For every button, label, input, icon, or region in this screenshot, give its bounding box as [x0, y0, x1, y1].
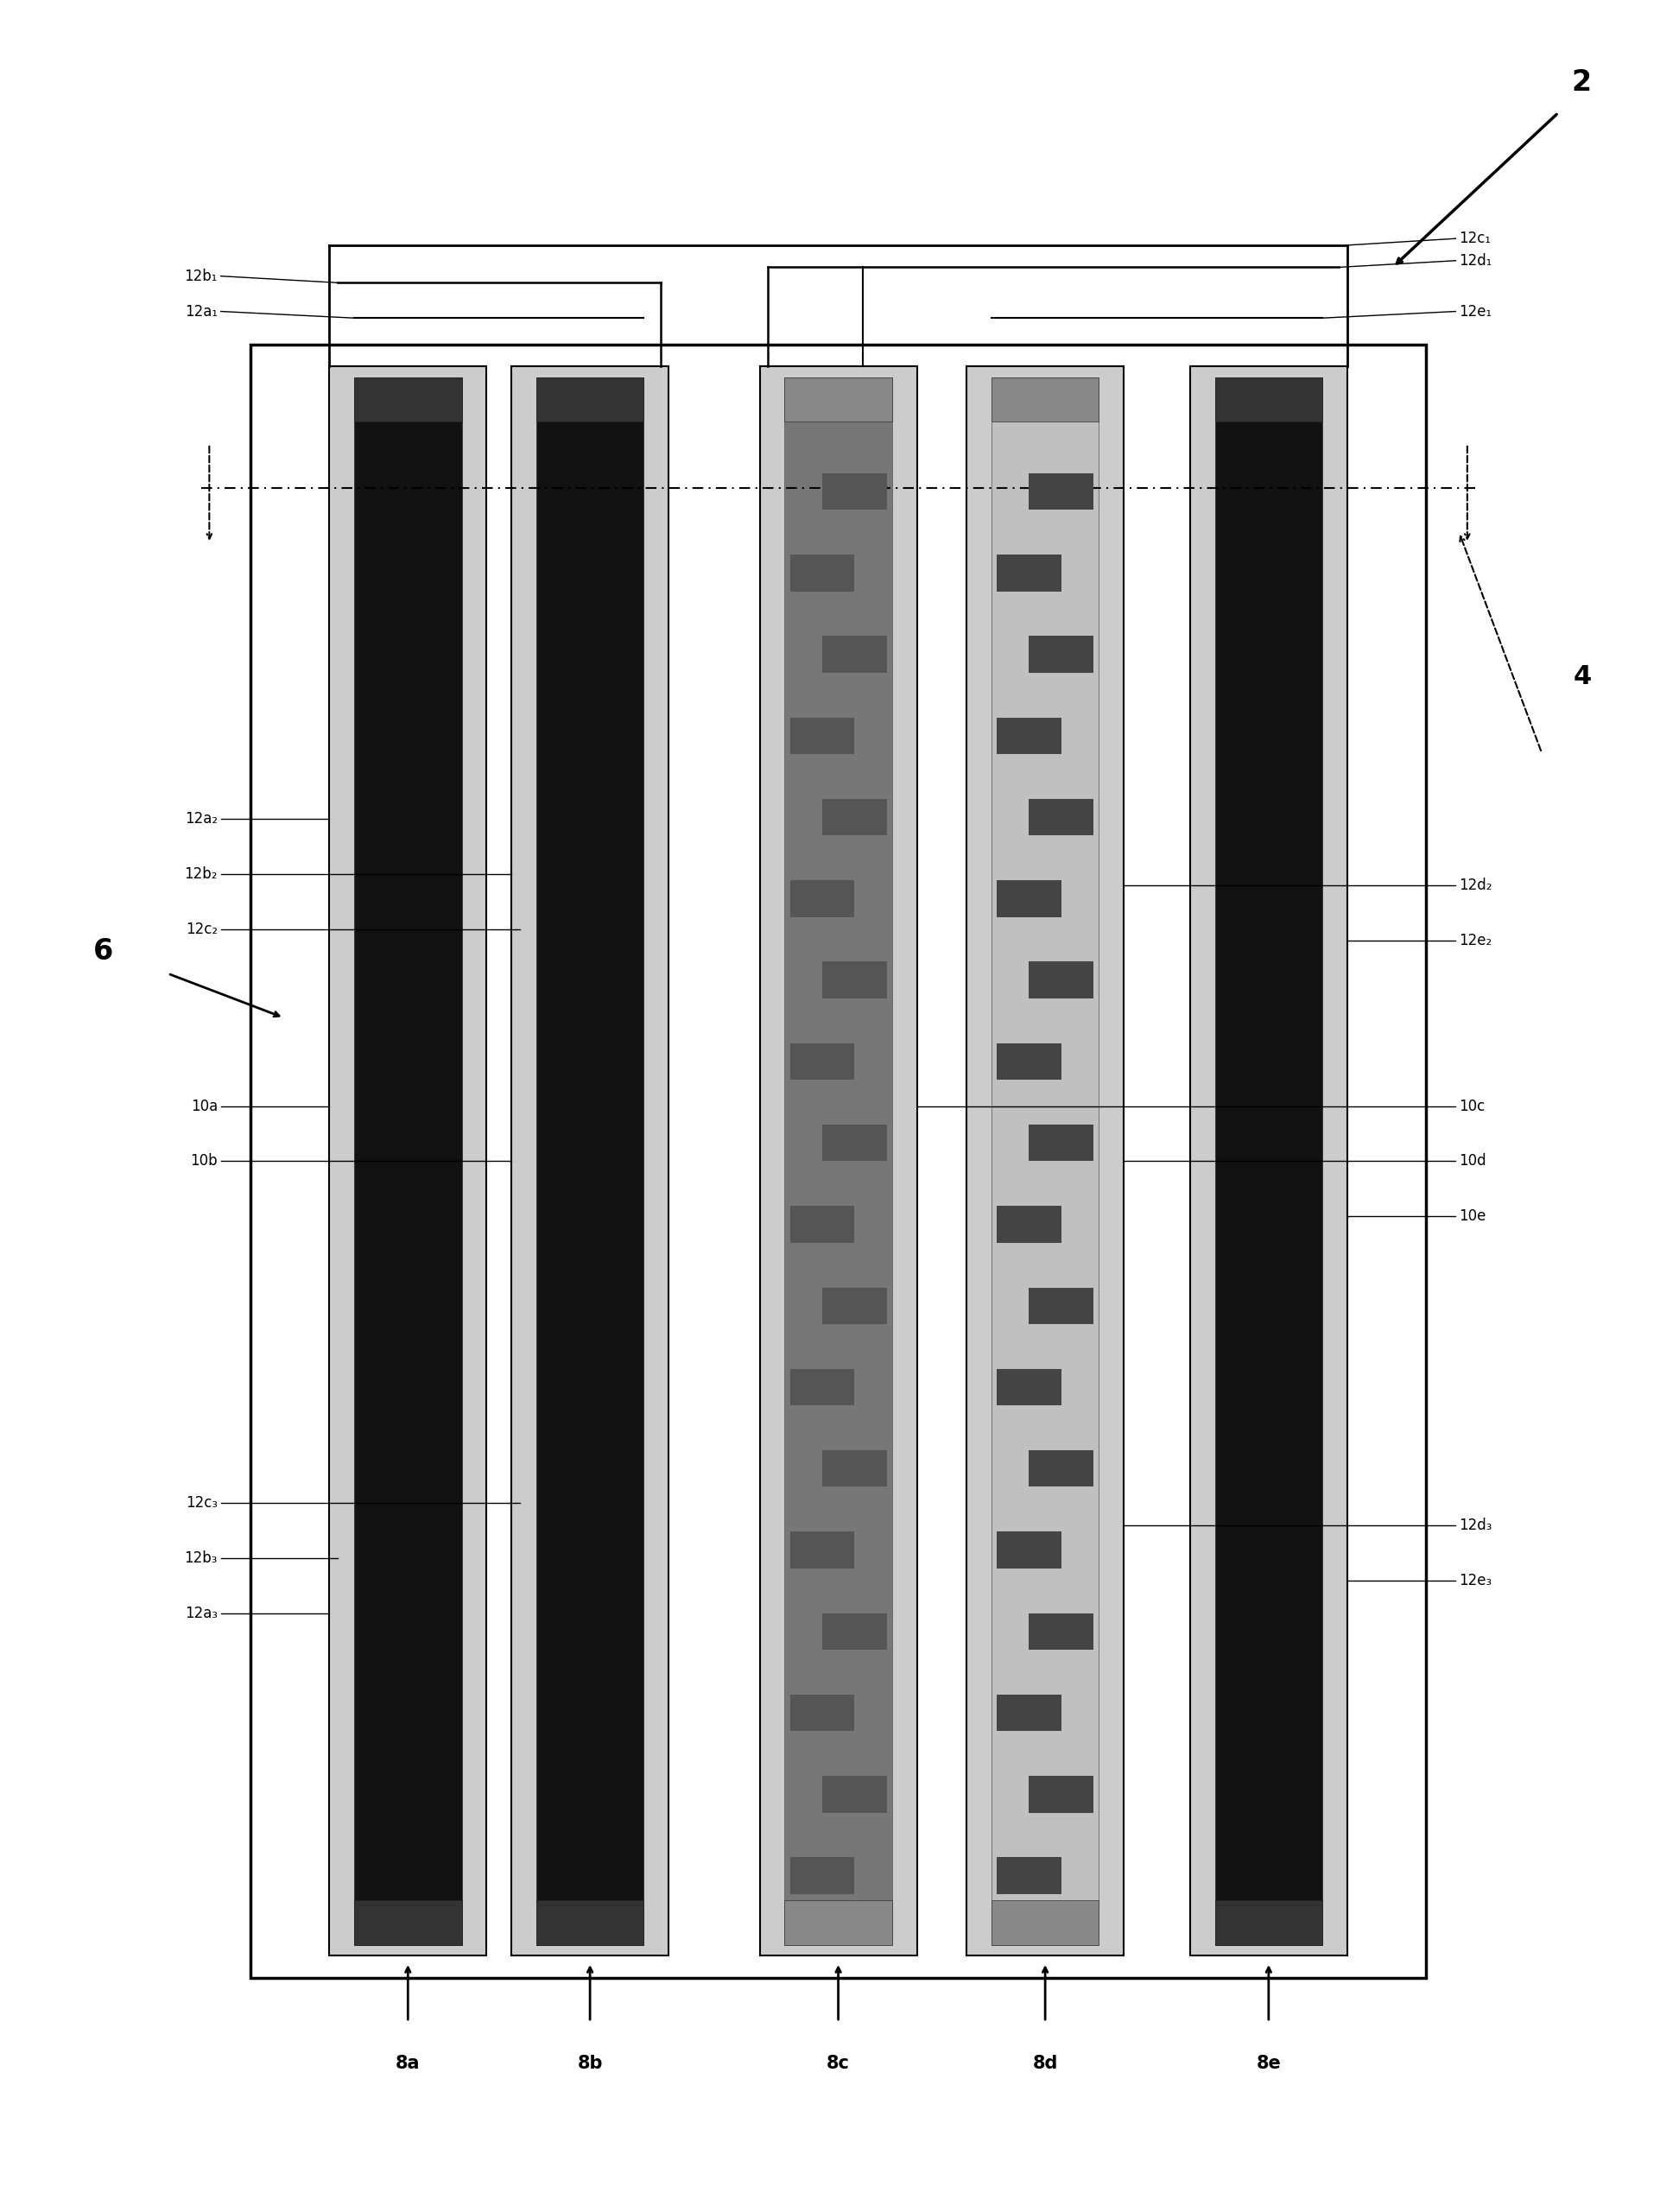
Bar — [822, 1613, 886, 1650]
Text: 10b: 10b — [191, 1152, 217, 1168]
Text: 4: 4 — [1574, 664, 1592, 690]
Bar — [1029, 1776, 1094, 1812]
Bar — [822, 1124, 886, 1161]
Bar — [536, 378, 644, 1944]
Text: 12b₁: 12b₁ — [184, 268, 217, 283]
Bar — [996, 555, 1061, 591]
Text: 10a: 10a — [191, 1097, 217, 1115]
Text: 12e₂: 12e₂ — [1459, 933, 1492, 949]
Text: 12a₂: 12a₂ — [184, 812, 217, 827]
Bar — [1029, 1613, 1094, 1650]
Bar — [996, 1044, 1061, 1079]
Bar — [966, 367, 1124, 1955]
Text: 10e: 10e — [1459, 1208, 1486, 1223]
Text: 12a₁: 12a₁ — [184, 303, 217, 319]
Text: 8d: 8d — [1033, 2055, 1057, 2073]
Text: 12d₂: 12d₂ — [1459, 878, 1492, 894]
Text: 8c: 8c — [827, 2055, 850, 2073]
Bar — [822, 1451, 886, 1486]
Bar — [785, 378, 891, 422]
Text: 8a: 8a — [395, 2055, 420, 2073]
Bar — [991, 1900, 1099, 1944]
Text: 12d₃: 12d₃ — [1459, 1517, 1492, 1533]
Text: 12c₁: 12c₁ — [1459, 230, 1491, 246]
Bar — [354, 1900, 461, 1944]
Bar — [790, 1531, 855, 1568]
Text: 12c₃: 12c₃ — [186, 1495, 217, 1511]
Bar — [1215, 378, 1323, 422]
Bar — [996, 717, 1061, 754]
Bar — [1029, 1287, 1094, 1325]
Bar — [1029, 473, 1094, 509]
Bar — [822, 962, 886, 998]
Bar — [536, 1900, 644, 1944]
Bar — [822, 473, 886, 509]
Bar — [996, 1369, 1061, 1405]
Bar — [790, 1694, 855, 1732]
Bar — [1029, 799, 1094, 836]
Bar — [822, 799, 886, 836]
Bar — [790, 1369, 855, 1405]
Bar — [1190, 367, 1348, 1955]
Bar — [996, 1531, 1061, 1568]
Bar — [790, 1206, 855, 1243]
Bar — [511, 367, 669, 1955]
Bar — [785, 378, 891, 1944]
Bar — [991, 378, 1099, 1944]
Bar — [354, 378, 461, 1944]
Bar — [991, 378, 1099, 422]
Bar — [251, 345, 1426, 1978]
Bar — [790, 1858, 855, 1893]
Bar — [1029, 962, 1094, 998]
Bar — [790, 555, 855, 591]
Text: 8b: 8b — [578, 2055, 603, 2073]
Bar — [790, 717, 855, 754]
Text: 12d₁: 12d₁ — [1459, 252, 1492, 268]
Bar — [536, 378, 644, 422]
Bar — [329, 367, 486, 1955]
Text: 10c: 10c — [1459, 1097, 1486, 1115]
Bar — [822, 637, 886, 672]
Bar — [790, 1044, 855, 1079]
Bar — [822, 1776, 886, 1812]
Bar — [1029, 1124, 1094, 1161]
Bar — [1029, 1451, 1094, 1486]
Text: 12e₃: 12e₃ — [1459, 1573, 1492, 1588]
Bar — [354, 378, 461, 422]
Bar — [785, 1900, 891, 1944]
Text: 12b₃: 12b₃ — [184, 1551, 217, 1566]
Text: 12b₂: 12b₂ — [184, 867, 217, 883]
Bar — [1215, 378, 1323, 1944]
Text: 10d: 10d — [1459, 1152, 1486, 1168]
Bar — [760, 367, 916, 1955]
Bar — [996, 880, 1061, 918]
Bar — [996, 1694, 1061, 1732]
Bar — [790, 880, 855, 918]
Text: 12e₁: 12e₁ — [1459, 303, 1492, 319]
Text: 6: 6 — [93, 938, 113, 967]
Bar — [996, 1206, 1061, 1243]
Bar — [996, 1858, 1061, 1893]
Text: 8e: 8e — [1257, 2055, 1282, 2073]
Text: 2: 2 — [1572, 69, 1592, 97]
Text: 12a₃: 12a₃ — [184, 1606, 217, 1621]
Bar — [822, 1287, 886, 1325]
Text: 12c₂: 12c₂ — [186, 922, 217, 938]
Bar — [1215, 1900, 1323, 1944]
Bar — [1029, 637, 1094, 672]
